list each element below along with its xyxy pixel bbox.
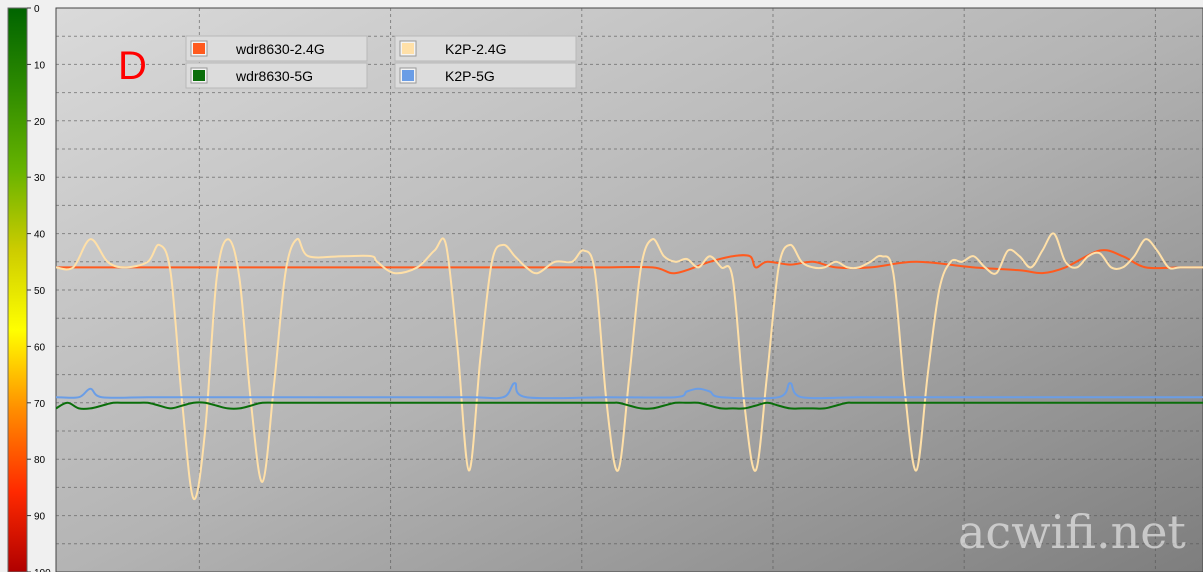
- y-tick-label: 60: [34, 342, 46, 353]
- series-line-k2p-2-4g: [56, 232, 1203, 500]
- legend: wdr8630-2.4G wdr8630-5G K2P-2.4G K2P-5G: [185, 35, 577, 89]
- signal-color-scale: [7, 7, 28, 572]
- legend-item-box: [394, 35, 577, 62]
- series-line-k2p-5g: [56, 382, 1203, 400]
- watermark-text: acwifi.net: [958, 505, 1186, 559]
- y-tick-label: 20: [34, 117, 46, 128]
- legend-item-box: [185, 62, 368, 89]
- y-tick-label: 50: [34, 286, 46, 297]
- legend-swatch: [402, 43, 414, 54]
- y-tick-label: 30: [34, 173, 46, 184]
- y-tick-label: 40: [34, 230, 46, 241]
- panel-label: D: [118, 44, 147, 88]
- legend-swatch: [193, 70, 205, 81]
- y-tick-label: 0: [34, 4, 40, 15]
- legend-item-wdr8630-5g: wdr8630-5G: [185, 62, 368, 89]
- legend-item-wdr8630-2-4g: wdr8630-2.4G: [185, 35, 368, 62]
- legend-label: K2P-2.4G: [445, 41, 506, 57]
- series-line-wdr8630-5g: [56, 401, 1203, 410]
- legend-item-box: [394, 62, 577, 89]
- legend-label: wdr8630-2.4G: [235, 41, 325, 57]
- series-layer: [56, 232, 1203, 500]
- legend-item-k2p-5g: K2P-5G: [394, 62, 577, 89]
- legend-swatch: [193, 43, 205, 54]
- y-axis-ticks: 0 10 20 30 40 50 60 70 80 90 100: [27, 4, 51, 572]
- legend-label: K2P-5G: [445, 68, 495, 84]
- y-tick-label: 80: [34, 455, 46, 466]
- y-tick-label: 10: [34, 60, 46, 71]
- y-tick-label: 100: [34, 568, 51, 572]
- y-tick-label: 90: [34, 512, 46, 523]
- legend-item-k2p-2-4g: K2P-2.4G: [394, 35, 577, 62]
- series-line-wdr8630-2-4g: [56, 249, 1203, 275]
- legend-swatch: [402, 70, 414, 81]
- legend-label: wdr8630-5G: [235, 68, 313, 84]
- legend-item-box: [185, 35, 368, 62]
- y-tick-label: 70: [34, 399, 46, 410]
